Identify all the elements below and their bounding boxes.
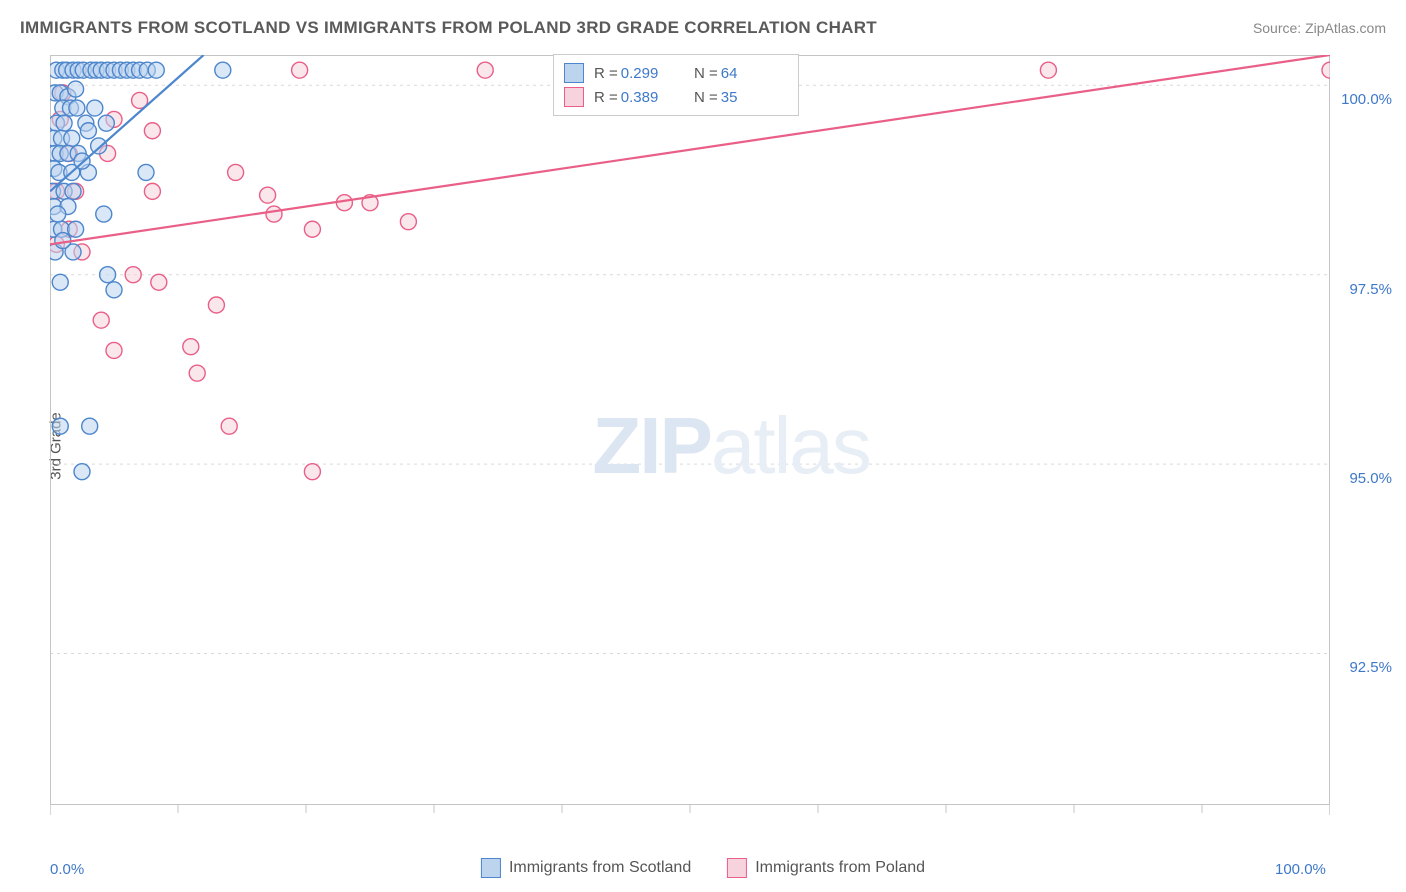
y-tick-label: 95.0% <box>1349 470 1392 487</box>
y-tick-label: 100.0% <box>1341 91 1392 108</box>
legend-label: Immigrants from Scotland <box>509 859 691 877</box>
legend-item: Immigrants from Scotland <box>481 858 691 878</box>
legend-swatch <box>481 858 501 878</box>
scatter-plot <box>50 55 1330 825</box>
x-tick-label: 100.0% <box>1275 861 1326 878</box>
legend-swatch <box>727 858 747 878</box>
x-tick-label: 0.0% <box>50 861 84 878</box>
legend-series: Immigrants from Scotland Immigrants from … <box>481 858 925 878</box>
legend-label: Immigrants from Poland <box>755 859 925 877</box>
legend-swatch <box>564 87 584 107</box>
y-tick-label: 92.5% <box>1349 659 1392 676</box>
legend-stat-row: R =0.389N =35 <box>564 85 784 109</box>
legend-stats: R =0.299N =64R =0.389N =35 <box>553 54 799 116</box>
legend-item: Immigrants from Poland <box>727 858 925 878</box>
legend-stat-row: R =0.299N =64 <box>564 61 784 85</box>
chart-title: IMMIGRANTS FROM SCOTLAND VS IMMIGRANTS F… <box>20 18 877 38</box>
y-tick-label: 97.5% <box>1349 281 1392 298</box>
source-label: Source: ZipAtlas.com <box>1253 20 1386 36</box>
legend-swatch <box>564 63 584 83</box>
